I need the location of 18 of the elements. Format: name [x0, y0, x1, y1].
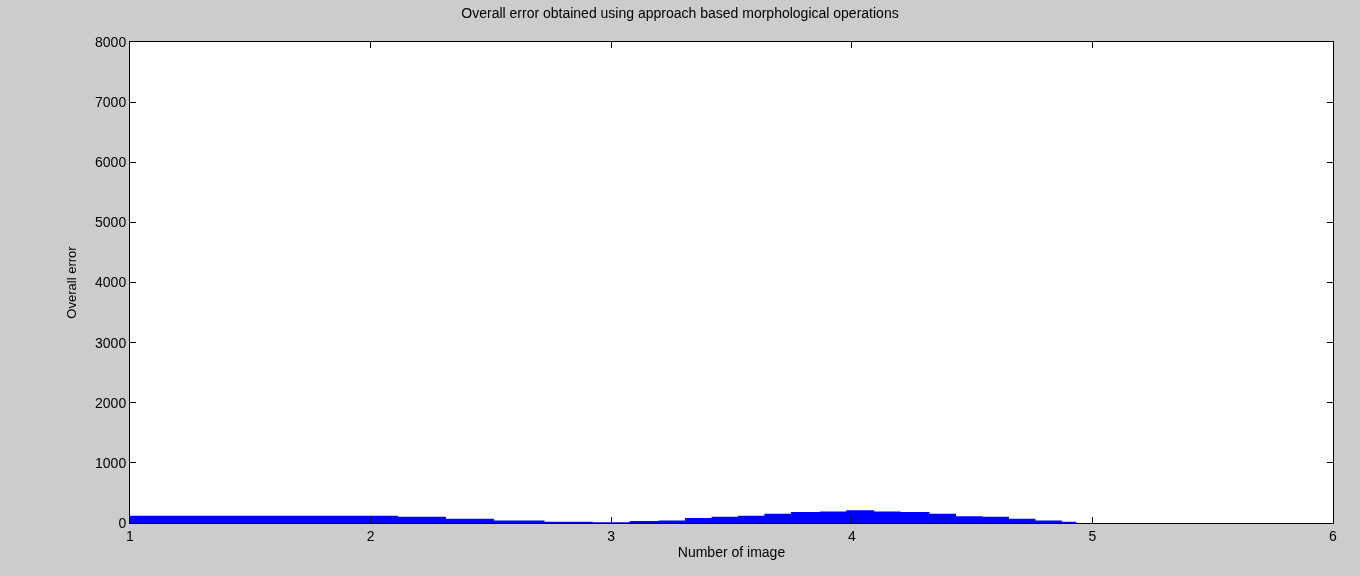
y-tick-label: 8000	[95, 33, 127, 50]
y-tick-label: 5000	[95, 214, 127, 231]
x-tick-label: 5	[1088, 527, 1097, 544]
y-axis-title: Overall error	[63, 245, 79, 319]
x-tick-label: 4	[847, 527, 856, 544]
x-tick-label: 3	[607, 527, 616, 544]
x-tick-label: 2	[366, 527, 375, 544]
y-tick-label: 7000	[95, 94, 127, 111]
y-tick-label: 4000	[95, 274, 127, 291]
y-tick-label: 3000	[95, 334, 127, 351]
chart-title: Overall error obtained using approach based morphological operations	[461, 5, 899, 22]
y-tick-label: 1000	[95, 454, 127, 471]
y-tick-label: 6000	[95, 154, 127, 171]
y-tick-label: 0	[118, 514, 127, 531]
y-tick-label: 2000	[95, 394, 127, 411]
x-tick-label: 6	[1329, 527, 1338, 544]
x-tick-label: 1	[126, 527, 135, 544]
x-axis-title: Number of image	[677, 544, 786, 561]
